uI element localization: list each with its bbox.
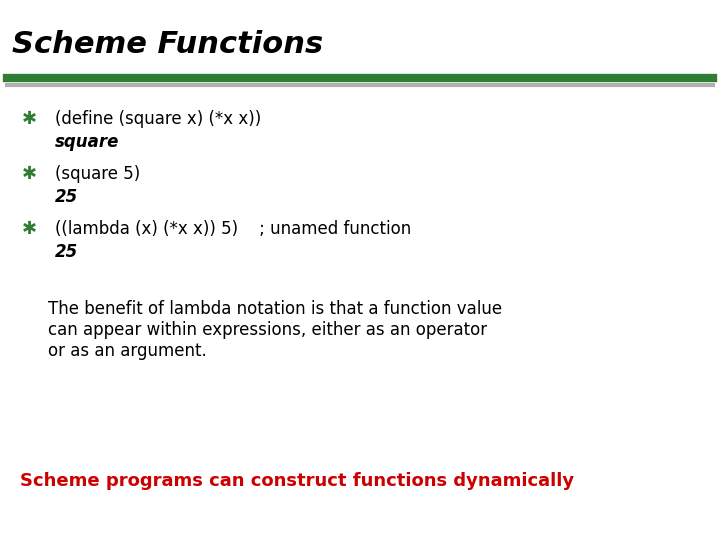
Text: Scheme Functions: Scheme Functions bbox=[12, 30, 323, 59]
Text: (define (square x) (*x x)): (define (square x) (*x x)) bbox=[55, 110, 261, 128]
Text: (square 5): (square 5) bbox=[55, 165, 140, 183]
Text: ✱: ✱ bbox=[22, 110, 37, 128]
Text: square: square bbox=[55, 133, 120, 151]
Text: ((lambda (x) (*x x)) 5)    ; unamed function: ((lambda (x) (*x x)) 5) ; unamed functio… bbox=[55, 220, 411, 238]
Text: ✱: ✱ bbox=[22, 165, 37, 183]
Text: 25: 25 bbox=[55, 188, 78, 206]
Text: Scheme programs can construct functions dynamically: Scheme programs can construct functions … bbox=[20, 472, 574, 490]
Text: The benefit of lambda notation is that a function value
can appear within expres: The benefit of lambda notation is that a… bbox=[48, 300, 502, 360]
Text: 25: 25 bbox=[55, 243, 78, 261]
Text: ✱: ✱ bbox=[22, 220, 37, 238]
